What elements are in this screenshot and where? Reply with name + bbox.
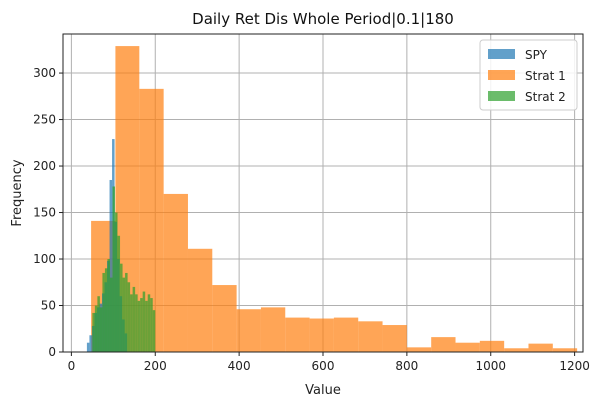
bar-strat-2 — [137, 300, 141, 352]
x-ticks: 0 200 400 600 800 1000 1200 — [68, 352, 590, 373]
bar-strat-2 — [145, 300, 148, 352]
y-axis-label: Frequency — [10, 159, 25, 226]
bar-strat-2 — [130, 294, 133, 352]
bar-strat-2 — [135, 294, 138, 352]
legend-swatch-strat-2 — [488, 91, 515, 101]
bar-strat-1 — [236, 309, 261, 352]
y-tick-label: 300 — [33, 66, 56, 80]
y-tick-label: 100 — [33, 252, 56, 266]
bar-spy — [86, 342, 90, 352]
y-ticks: 0 50 100 150 200 250 300 — [33, 66, 63, 359]
bar-strat-1 — [528, 343, 553, 352]
bar-spy — [109, 179, 113, 352]
bar-strat-1 — [333, 317, 359, 352]
bar-strat-2 — [92, 312, 95, 352]
bar-strat-2 — [117, 235, 121, 352]
bar-strat-1 — [187, 248, 213, 352]
legend-label-spy: SPY — [525, 48, 548, 62]
bar-spy — [89, 335, 92, 352]
bar-strat-2 — [94, 305, 98, 352]
bar-strat-2 — [107, 259, 110, 352]
x-tick-label: 1200 — [559, 359, 590, 373]
bar-strat-1 — [382, 325, 407, 352]
x-tick-label: 200 — [144, 359, 167, 373]
bar-strat-1 — [479, 340, 505, 352]
bar-strat-1 — [455, 342, 480, 352]
bars — [86, 46, 578, 353]
bar-strat-2 — [104, 268, 108, 352]
legend-label-strat-2: Strat 2 — [525, 90, 566, 104]
bar-strat-2 — [132, 286, 136, 352]
bar-strat-1 — [163, 193, 188, 352]
y-tick-label: 150 — [33, 206, 56, 220]
bar-strat-2 — [147, 294, 151, 352]
legend-label-strat-1: Strat 1 — [525, 69, 566, 83]
x-tick-label: 800 — [395, 359, 418, 373]
legend-swatch-spy — [488, 49, 515, 59]
x-tick-label: 600 — [312, 359, 335, 373]
bar-strat-1 — [552, 348, 578, 352]
x-tick-label: 0 — [68, 359, 76, 373]
bar-strat-1 — [309, 318, 334, 352]
legend-swatch-strat-1 — [488, 70, 515, 80]
bar-strat-1 — [406, 347, 432, 352]
bar-strat-2 — [115, 212, 118, 352]
bar-strat-1 — [504, 348, 529, 352]
bar-strat-2 — [109, 277, 113, 352]
y-tick-label: 50 — [41, 299, 56, 313]
bar-strat-1 — [285, 317, 310, 352]
bar-strat-2 — [150, 298, 153, 352]
x-axis-label: Value — [305, 383, 341, 398]
bar-strat-2 — [112, 186, 115, 352]
bar-strat-1 — [260, 307, 286, 352]
bar-strat-1 — [431, 337, 456, 352]
y-tick-label: 250 — [33, 113, 56, 127]
bar-strat-2 — [125, 272, 128, 352]
chart-title: Daily Ret Dis Whole Period|0.1|180 — [192, 10, 454, 28]
bar-strat-1 — [212, 285, 237, 352]
bar-strat-2 — [127, 282, 131, 352]
bar-strat-2 — [142, 291, 146, 352]
bar-strat-2 — [120, 263, 123, 352]
legend: SPY Strat 1 Strat 2 — [479, 39, 578, 111]
bar-strat-2 — [97, 296, 100, 352]
y-tick-label: 0 — [48, 345, 56, 359]
bar-strat-2 — [102, 272, 105, 352]
y-tick-label: 200 — [33, 159, 56, 173]
bar-strat-2 — [140, 298, 143, 352]
bar-strat-2 — [99, 307, 103, 352]
bar-strat-1 — [358, 321, 383, 352]
bar-strat-2 — [152, 310, 156, 352]
x-tick-label: 400 — [228, 359, 251, 373]
x-tick-label: 1000 — [475, 359, 506, 373]
bar-strat-2 — [122, 277, 126, 352]
